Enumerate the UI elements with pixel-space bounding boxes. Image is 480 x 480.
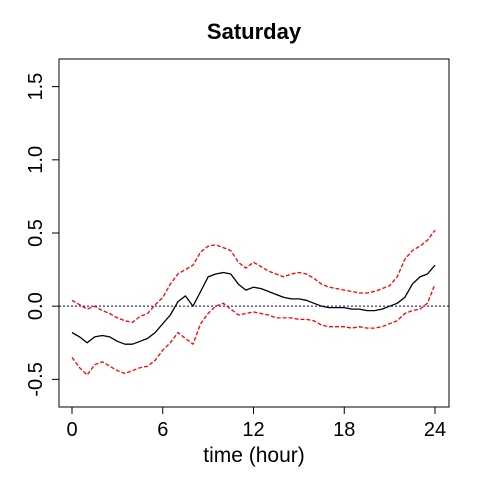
x-tick-label: 12 bbox=[242, 419, 264, 441]
y-tick-label: 1.5 bbox=[25, 73, 47, 101]
series-line-lower-bound bbox=[71, 283, 436, 376]
y-tick-label: -0.5 bbox=[25, 362, 47, 396]
x-tick-label: 6 bbox=[157, 419, 168, 441]
y-tick-label: 0.5 bbox=[25, 219, 47, 247]
y-tick-label: 1.0 bbox=[25, 146, 47, 174]
x-tick-label: 18 bbox=[333, 419, 355, 441]
x-axis-label: time (hour) bbox=[203, 444, 305, 467]
series-line-estimate bbox=[71, 264, 436, 345]
y-tick-label: 0.0 bbox=[25, 292, 47, 320]
x-tick-label: 24 bbox=[424, 419, 446, 441]
axes: 0 6 12 18 24 -0.5 0.0 0.5 1.0 1.5 bbox=[25, 73, 446, 441]
series-line-upper-bound bbox=[71, 229, 436, 323]
chart-title: Saturday bbox=[207, 19, 302, 44]
x-tick-label: 0 bbox=[66, 419, 77, 441]
plot-area bbox=[59, 229, 449, 376]
plot-frame bbox=[58, 58, 450, 408]
